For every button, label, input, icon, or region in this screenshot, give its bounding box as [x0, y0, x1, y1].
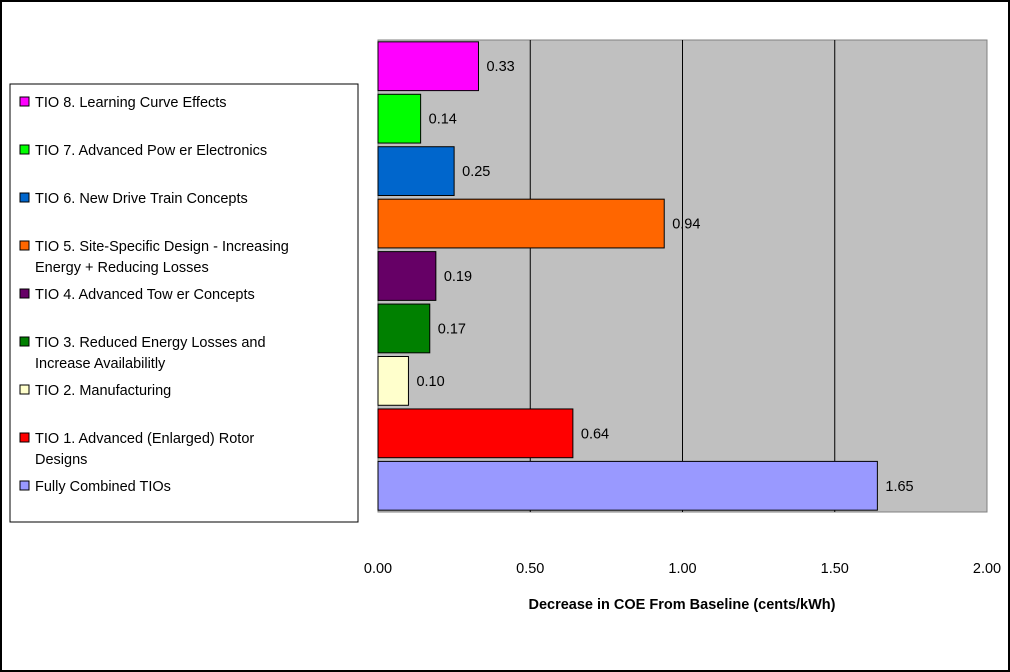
data-label: 0.25 — [462, 164, 490, 180]
data-label: 0.14 — [429, 112, 457, 128]
data-label: 0.33 — [486, 59, 514, 75]
legend-swatch — [19, 288, 30, 299]
legend-label: TIO 6. New Drive Train Concepts — [35, 191, 248, 207]
value-labels: 1.65 0.64 0.10 0.17 0.19 0.94 0.25 0.14 0.33 — [416, 59, 913, 495]
legend-swatch — [19, 240, 30, 251]
legend-swatch — [19, 432, 30, 443]
bar — [377, 198, 665, 249]
legend: TIO 8. Learning Curve Effects TIO 7. Adva… — [9, 83, 359, 523]
bar — [377, 356, 409, 406]
legend-swatch — [19, 336, 30, 347]
bar — [377, 251, 437, 301]
x-axis-ticks: 0.00 0.50 1.00 1.50 2.00 — [364, 561, 1001, 577]
bar — [377, 41, 479, 92]
legend-swatch — [19, 144, 30, 155]
x-tick-label: 1.50 — [821, 561, 849, 577]
data-label: 0.17 — [438, 321, 466, 337]
x-tick-label: 1.00 — [668, 561, 696, 577]
legend-box — [9, 83, 359, 523]
legend-label: Designs — [35, 452, 87, 468]
legend-label: TIO 8. Learning Curve Effects — [35, 95, 227, 111]
legend-label: TIO 7. Advanced Pow er Electronics — [35, 143, 267, 159]
data-label: 0.94 — [672, 217, 700, 233]
legend-swatch — [19, 192, 30, 203]
data-label: 1.65 — [885, 479, 913, 495]
bar — [377, 146, 455, 196]
x-tick-label: 0.00 — [364, 561, 392, 577]
legend-label: Fully Combined TIOs — [35, 479, 171, 495]
data-label: 0.10 — [416, 374, 444, 390]
legend-label: TIO 3. Reduced Energy Losses and — [35, 335, 266, 351]
bar — [377, 408, 574, 459]
legend-label: TIO 5. Site-Specific Design - Increasing — [35, 239, 289, 255]
bar — [377, 460, 878, 511]
x-axis-title: Decrease in COE From Baseline (cents/kWh… — [528, 597, 835, 613]
legend-label: TIO 1. Advanced (Enlarged) Rotor — [35, 431, 254, 447]
data-label: 0.19 — [444, 269, 472, 285]
data-label: 0.64 — [581, 426, 609, 442]
x-tick-label: 0.50 — [516, 561, 544, 577]
legend-label: TIO 2. Manufacturing — [35, 383, 171, 399]
x-tick-label: 2.00 — [973, 561, 1001, 577]
legend-swatch — [19, 96, 30, 107]
legend-label: Increase Availabilitly — [35, 356, 166, 372]
legend-swatch — [19, 384, 30, 395]
legend-label: Energy + Reducing Losses — [35, 260, 209, 276]
bar — [377, 93, 422, 144]
legend-label: TIO 4. Advanced Tow er Concepts — [35, 287, 255, 303]
legend-swatch — [19, 480, 30, 491]
bar — [377, 303, 431, 354]
bars — [377, 41, 878, 511]
